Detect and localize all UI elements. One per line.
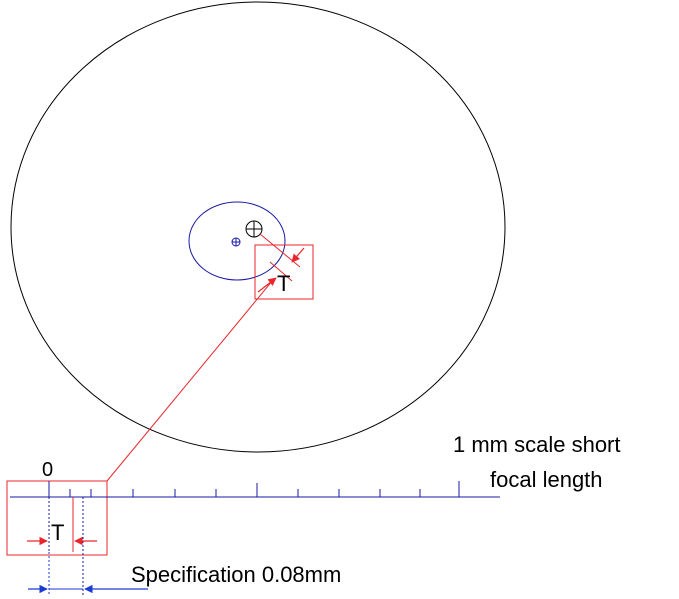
- upper-t-line-2: [269, 261, 293, 282]
- lower-t-label: T: [51, 520, 64, 545]
- target-crosshair-mark: [245, 220, 263, 238]
- lower-highlight-box: [6, 480, 108, 556]
- zero-label: 0: [42, 459, 53, 481]
- inner-circle: [188, 201, 286, 281]
- scale-ruler: [10, 481, 500, 498]
- connector-line: [106, 279, 274, 482]
- outer-circle: [10, 1, 506, 453]
- upper-highlight-box: [254, 244, 314, 300]
- small-crosshair-mark: [231, 237, 241, 247]
- scale-label-line2: focal length: [490, 467, 603, 492]
- upper-t-label: T: [277, 271, 290, 296]
- upper-arrow-left: [257, 277, 277, 293]
- specification-label: Specification 0.08mm: [131, 562, 341, 587]
- upper-t-line: [259, 233, 301, 268]
- upper-arrow-right: [291, 247, 305, 263]
- scale-label-line1: 1 mm scale short: [453, 432, 621, 457]
